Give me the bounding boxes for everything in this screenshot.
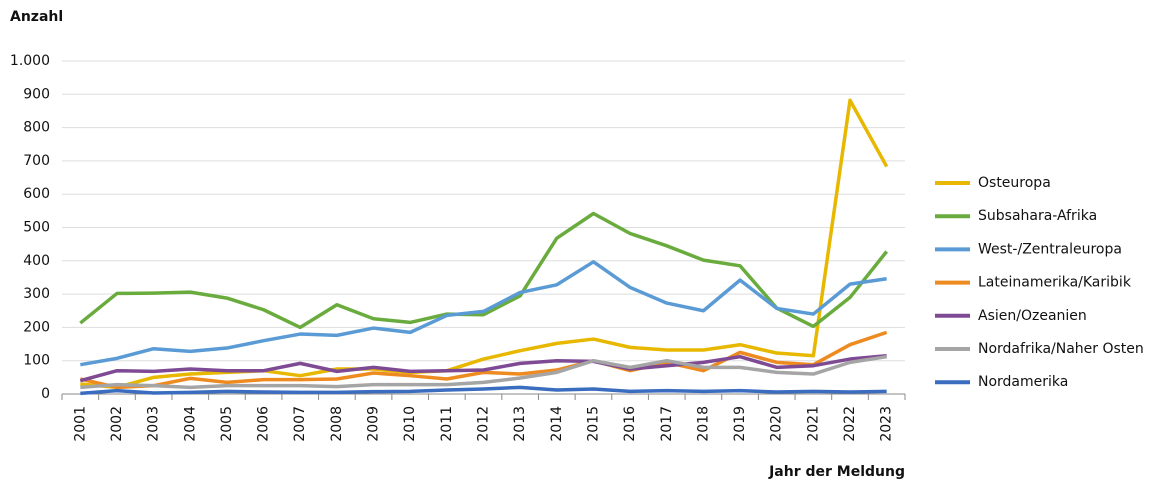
x-tick-label: 2018 [695,406,711,442]
series-line [80,354,887,390]
x-tick-label: 2006 [256,406,272,442]
x-axis-label: Jahr der Meldung [768,464,905,480]
y-tick-label: 1.000 [10,53,50,69]
y-tick-label: 200 [23,319,50,335]
x-tick-label: 2002 [109,406,125,442]
x-tick-label: 2010 [402,406,418,442]
y-axis-label: Anzahl [10,9,63,25]
y-tick-label: 100 [23,353,50,369]
series-line [80,260,887,367]
x-tick-label: 2015 [585,406,601,442]
y-tick-label: 900 [23,86,50,102]
y-tick-label: 700 [23,153,50,169]
y-tick-label: 0 [41,386,50,402]
x-tick-label: 2019 [732,406,748,442]
x-tick-label: 2022 [842,406,858,442]
x-tick-label: 2011 [439,406,455,442]
legend-label: West-/Zentraleuropa [978,241,1122,257]
legend-label: Nordamerika [978,374,1068,390]
x-tick-label: 2012 [476,406,492,442]
x-tick-label: 2005 [219,406,235,442]
x-tick-label: 2016 [622,406,638,442]
y-tick-label: 300 [23,286,50,302]
legend-label: Asien/Ozeanien [978,308,1087,324]
x-tick-label: 2020 [769,406,785,442]
y-tick-label: 600 [23,186,50,202]
legend-label: Osteuropa [978,175,1051,191]
legend-label: Nordafrika/Naher Osten [978,341,1144,357]
x-tick-label: 2017 [659,406,675,442]
x-tick-label: 2001 [72,406,88,442]
legend-label: Subsahara-Afrika [978,208,1097,224]
x-tick-label: 2004 [182,406,198,442]
legend-label: Lateinamerika/Karibik [978,275,1132,291]
x-tick-label: 2009 [366,406,382,442]
series-line [80,98,889,390]
series-line [79,211,889,330]
y-tick-label: 800 [23,120,50,136]
series-line [80,385,887,396]
y-tick-label: 400 [23,253,50,269]
x-tick-label: 2003 [146,406,162,442]
x-tick-label: 2021 [805,406,821,442]
x-tick-label: 2008 [329,406,345,442]
x-tick-label: 2023 [879,406,895,442]
y-tick-label: 500 [23,220,50,236]
x-tick-label: 2007 [292,406,308,442]
x-tick-label: 2013 [512,406,528,442]
series-line [79,330,888,390]
x-tick-label: 2014 [549,406,565,442]
series-line [79,353,887,383]
